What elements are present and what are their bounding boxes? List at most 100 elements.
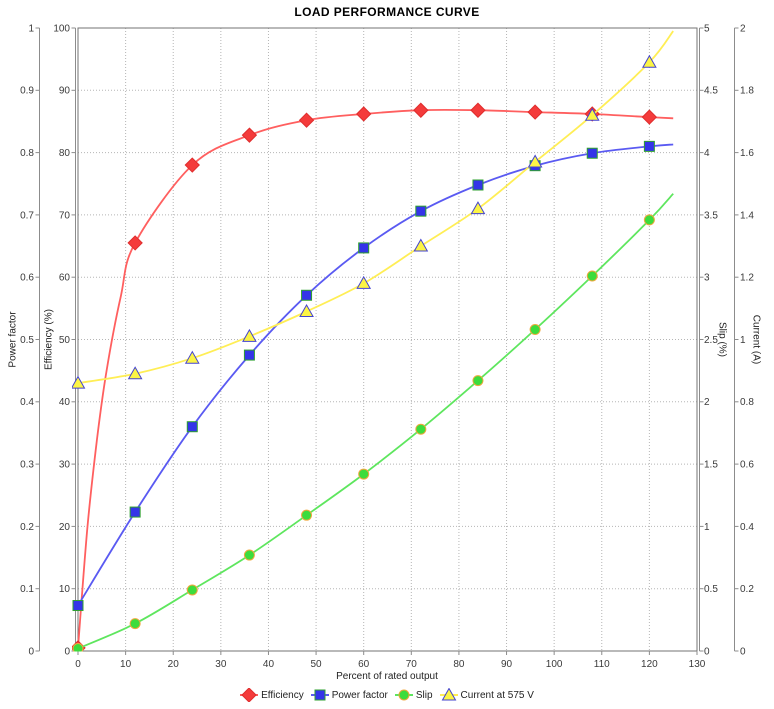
- y-tick-label: 1.5: [704, 460, 718, 471]
- x-tick-label: 50: [311, 659, 323, 670]
- y-tick-label: 1: [704, 522, 710, 533]
- marker-triangle: [299, 303, 314, 317]
- y-tick-label: 70: [59, 210, 71, 221]
- y-tick-label: 0.3: [20, 460, 34, 471]
- marker-circle: [72, 643, 84, 652]
- y-tick-label: 0.5: [704, 584, 718, 595]
- marker-square: [586, 147, 598, 159]
- y-tick-label: 10: [59, 584, 71, 595]
- axis-title-efficiency: Efficiency (%): [44, 309, 55, 370]
- y-tick-label: 5: [704, 23, 710, 34]
- y-tick-label: 1.6: [740, 148, 754, 159]
- marker-diamond: [527, 104, 543, 120]
- y-tick-label: 1.8: [740, 86, 754, 97]
- y-tick-label: 0.4: [740, 522, 754, 533]
- legend-label: Current at 575 V: [460, 689, 534, 701]
- marker-square: [643, 140, 655, 152]
- series-markers-group: [72, 54, 657, 389]
- marker-diamond: [413, 102, 429, 118]
- x-tick-label: 40: [263, 659, 275, 670]
- plot-border: [77, 27, 698, 652]
- marker-circle: [129, 618, 141, 630]
- marker-triangle: [72, 375, 86, 389]
- x-tick-label: 130: [689, 659, 706, 670]
- y-tick-label: 1.4: [740, 210, 754, 221]
- y-tick-label: 0.1: [20, 584, 34, 595]
- y-tick-label: 2: [704, 397, 710, 408]
- marker-triangle: [527, 154, 543, 168]
- marker-square: [358, 242, 370, 254]
- marker-square: [243, 349, 255, 361]
- marker-square: [72, 600, 84, 612]
- gridlines: [77, 27, 698, 652]
- square-legend-icon: [310, 689, 329, 701]
- marker-diamond: [241, 127, 258, 143]
- y-tick-label: 0.9: [20, 86, 34, 97]
- y-axis-power_factor: 0 0.1 0.2 0.3 0.4 0.5 0.6 0.7 0.8 0.9 1 Power facto…: [8, 23, 40, 657]
- x-tick-label: 90: [501, 659, 513, 670]
- axis-title-power_factor: Power factor: [8, 311, 19, 368]
- x-tick-label: 0: [75, 659, 81, 670]
- legend-item-slip: Slip: [394, 688, 433, 702]
- x-tick-label: 10: [120, 659, 132, 670]
- y-axis-efficiency: 0 10 20 30 40 50 60 70 80 90 100 Efficiency (%): [44, 23, 76, 657]
- legend-label: Power factor: [331, 689, 388, 701]
- series-line-group: [77, 143, 674, 606]
- marker-square: [129, 506, 141, 518]
- marker-triangle: [441, 688, 456, 701]
- legend-item-current-at-575-v: Current at 575 V: [439, 688, 534, 702]
- marker-triangle: [356, 275, 372, 289]
- axis-title-slip: Slip (%): [717, 322, 728, 357]
- y-tick-label: 0.8: [20, 148, 34, 159]
- y-tick-label: 30: [59, 460, 71, 471]
- y-tick-label: 3.5: [704, 210, 718, 221]
- series-line-group: [77, 30, 674, 384]
- marker-triangle: [242, 328, 257, 342]
- marker-circle: [586, 270, 598, 282]
- marker-square: [301, 289, 313, 301]
- y-tick-label: 0.7: [20, 210, 34, 221]
- y-tick-label: 1: [28, 23, 34, 34]
- y-tick-label: 100: [53, 23, 70, 34]
- y-tick-label: 0.8: [740, 397, 754, 408]
- marker-triangle: [642, 54, 657, 68]
- diamond-legend-icon: [240, 688, 259, 702]
- marker-diamond: [241, 688, 257, 702]
- x-axis-title: Percent of rated output: [336, 671, 438, 682]
- y-axis-current: 0 0.2 0.4 0.6 0.8 1 1.2 1.4 1.6 1.8 2 Current (A): [734, 23, 762, 657]
- y-tick-label: 80: [59, 148, 71, 159]
- circle-legend-icon: [394, 689, 413, 701]
- y-tick-label: 50: [59, 335, 71, 346]
- legend-item-efficiency: Efficiency: [240, 688, 304, 702]
- marker-circle: [398, 689, 410, 701]
- y-tick-label: 0.2: [740, 584, 754, 595]
- axis-title-current: Current (A): [751, 315, 762, 364]
- legend-label: Slip: [415, 689, 433, 701]
- x-tick-label: 70: [406, 659, 418, 670]
- y-tick-label: 40: [59, 397, 71, 408]
- legend-item-power-factor: Power factor: [310, 688, 388, 702]
- marker-triangle: [184, 350, 200, 364]
- x-tick-label: 120: [641, 659, 658, 670]
- x-tick-label: 20: [168, 659, 180, 670]
- marker-square: [415, 205, 427, 217]
- y-tick-label: 90: [59, 86, 71, 97]
- y-tick-label: 3: [704, 273, 710, 284]
- marker-triangle: [470, 201, 486, 215]
- y-tick-label: 20: [59, 522, 71, 533]
- y-tick-label: 0: [740, 646, 746, 657]
- marker-circle: [186, 584, 198, 596]
- series-line-current-at-575-v: [77, 30, 674, 384]
- y-tick-label: 1: [740, 335, 746, 346]
- y-tick-label: 60: [59, 273, 71, 284]
- triangle-legend-icon: [439, 688, 458, 701]
- series-line-power-factor: [77, 143, 674, 606]
- series-line-group: [77, 108, 674, 648]
- legend: Efficiency Power factor Slip Current at 575…: [0, 688, 774, 702]
- y-tick-label: 0.6: [20, 273, 34, 284]
- series-markers-group: [72, 102, 658, 652]
- marker-square: [314, 689, 326, 701]
- x-tick-label: 60: [358, 659, 370, 670]
- y-axis-slip: 0 0.5 1 1.5 2 2.5 3 3.5 4 4.5 5 Slip (%): [699, 23, 728, 657]
